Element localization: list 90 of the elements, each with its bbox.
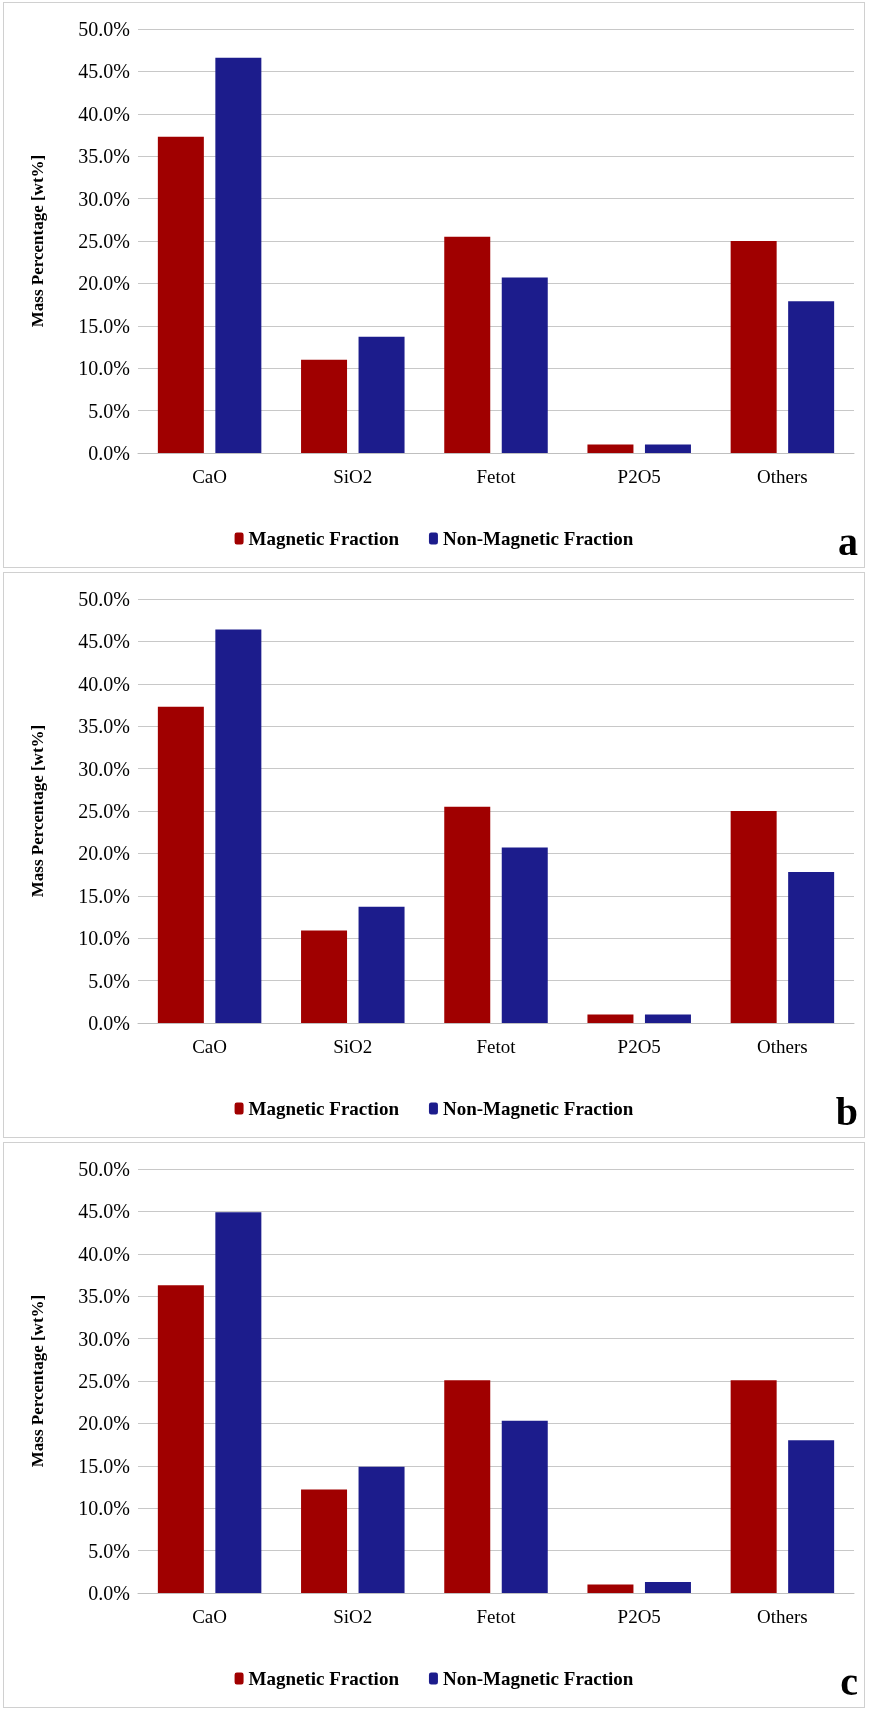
y-tick-label: 25.0% xyxy=(78,1370,130,1392)
y-tick-label: 0.0% xyxy=(88,1582,130,1604)
bar xyxy=(444,1380,491,1593)
y-tick-label: 5.0% xyxy=(88,1539,130,1562)
x-tick-label: Fetot xyxy=(476,1036,517,1057)
text: b xyxy=(835,1088,858,1134)
y-tick-label: 15.0% xyxy=(78,314,130,337)
x-tick-label: SiO2 xyxy=(333,1036,373,1057)
bar xyxy=(587,444,634,453)
y-tick-label: 30.0% xyxy=(78,757,130,780)
x-tick-label: CaO xyxy=(192,1606,228,1627)
y-tick-label: 45.0% xyxy=(78,630,130,653)
y-tick-label: 30.0% xyxy=(78,187,130,210)
y-tick-label: 35.0% xyxy=(78,715,130,738)
legend-label: Magnetic Fraction xyxy=(248,528,400,549)
y-tick-label: 30.0% xyxy=(78,1327,130,1350)
bar xyxy=(301,1489,348,1593)
bar xyxy=(788,1440,835,1593)
bar xyxy=(501,277,548,453)
bar xyxy=(358,1466,405,1593)
legend-label: Non-Magnetic Fraction xyxy=(442,1668,634,1689)
text: a xyxy=(838,518,858,564)
bar xyxy=(644,1014,691,1023)
x-tick-label: Others xyxy=(757,1036,808,1057)
bar xyxy=(358,906,405,1023)
y-axis-title: Mass Percentage [wt%] xyxy=(28,154,47,328)
y-tick-label: 5.0% xyxy=(88,969,130,992)
bar xyxy=(730,811,777,1023)
legend-label: Non-Magnetic Fraction xyxy=(442,528,634,549)
y-tick-label: 40.0% xyxy=(78,672,130,695)
y-tick-label: 50.0% xyxy=(78,1158,130,1180)
x-tick-label: CaO xyxy=(192,466,228,487)
x-tick-label: Fetot xyxy=(476,1606,517,1627)
y-tick-label: 10.0% xyxy=(78,927,130,950)
bar xyxy=(301,359,348,453)
bar xyxy=(215,629,262,1023)
text: c xyxy=(840,1658,859,1704)
bar xyxy=(587,1014,634,1023)
y-tick-label: 10.0% xyxy=(78,1497,130,1520)
bar xyxy=(444,236,491,453)
y-tick-label: 20.0% xyxy=(78,1412,130,1435)
y-tick-label: 0.0% xyxy=(88,1012,130,1034)
bar xyxy=(157,1285,204,1593)
x-tick-label: Others xyxy=(757,466,808,487)
bar xyxy=(157,136,204,453)
y-tick-label: 20.0% xyxy=(78,842,130,865)
x-tick-label: P2O5 xyxy=(617,466,661,487)
y-tick-label: 15.0% xyxy=(78,884,130,907)
y-axis-title: Mass Percentage [wt%] xyxy=(28,1294,47,1468)
bar xyxy=(587,1584,634,1593)
bar xyxy=(730,241,777,453)
bar xyxy=(501,847,548,1023)
legend-label: Magnetic Fraction xyxy=(248,1098,400,1119)
y-tick-label: 35.0% xyxy=(78,145,130,168)
y-tick-label: 35.0% xyxy=(78,1285,130,1308)
bar xyxy=(444,806,491,1023)
bar xyxy=(157,706,204,1023)
y-tick-label: 25.0% xyxy=(78,230,130,252)
y-tick-label: 50.0% xyxy=(78,588,130,610)
bar xyxy=(358,336,405,453)
x-tick-label: Others xyxy=(757,1606,808,1627)
x-tick-label: CaO xyxy=(192,1036,228,1057)
bar xyxy=(301,930,348,1023)
bar xyxy=(788,301,835,453)
bar xyxy=(644,444,691,453)
y-axis-title: Mass Percentage [wt%] xyxy=(28,724,47,898)
x-tick-label: P2O5 xyxy=(617,1606,661,1627)
x-tick-label: Fetot xyxy=(476,466,517,487)
x-tick-label: P2O5 xyxy=(617,1036,661,1057)
y-tick-label: 40.0% xyxy=(78,102,130,125)
y-tick-label: 45.0% xyxy=(78,1200,130,1223)
legend-label: Magnetic Fraction xyxy=(248,1668,400,1689)
bar xyxy=(501,1420,548,1593)
y-tick-label: 10.0% xyxy=(78,357,130,380)
bar xyxy=(215,57,262,453)
y-tick-label: 5.0% xyxy=(88,399,130,422)
legend-label: Non-Magnetic Fraction xyxy=(442,1098,634,1119)
bar xyxy=(644,1581,691,1593)
bar xyxy=(730,1380,777,1593)
y-tick-label: 25.0% xyxy=(78,800,130,822)
y-tick-label: 20.0% xyxy=(78,272,130,295)
y-tick-label: 45.0% xyxy=(78,60,130,83)
y-tick-label: 15.0% xyxy=(78,1454,130,1477)
y-tick-label: 40.0% xyxy=(78,1242,130,1265)
x-tick-label: SiO2 xyxy=(333,466,373,487)
bar xyxy=(788,872,835,1023)
y-tick-label: 0.0% xyxy=(88,442,130,464)
bar xyxy=(215,1212,262,1593)
y-tick-label: 50.0% xyxy=(78,18,130,40)
x-tick-label: SiO2 xyxy=(333,1606,373,1627)
